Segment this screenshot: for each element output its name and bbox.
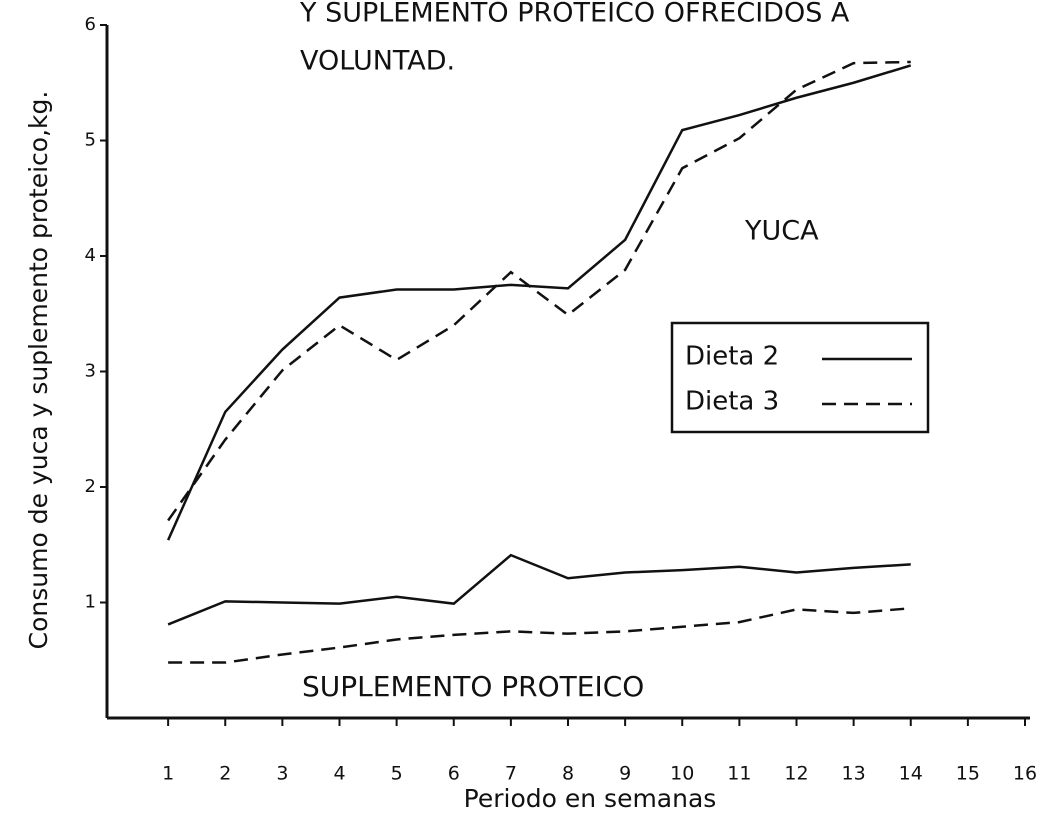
x-tick-label: 7 xyxy=(505,763,517,785)
x-tick-label: 16 xyxy=(1013,763,1037,785)
y-tick-label: 4 xyxy=(85,245,96,266)
x-tick-label: 1 xyxy=(162,763,174,785)
y-tick-label: 1 xyxy=(85,592,96,613)
series-line xyxy=(167,553,911,626)
chart-title: VOLUNTAD. xyxy=(300,46,455,77)
y-tick-label: 5 xyxy=(85,130,96,151)
annotation: SUPLEMENTO PROTEICO xyxy=(302,670,644,703)
x-tick-label: 15 xyxy=(956,763,980,785)
y-tick-label: 6 xyxy=(85,14,96,35)
y-axis-label: Consumo de yuca y suplemento proteico,kg… xyxy=(24,91,53,650)
x-tick-label: 3 xyxy=(276,763,288,785)
x-tick-label: 14 xyxy=(899,763,923,785)
series-line xyxy=(166,64,912,541)
series-line xyxy=(168,607,911,664)
x-tick-label: 2 xyxy=(219,763,231,785)
x-tick-label: 8 xyxy=(562,763,574,785)
x-axis-label: Periodo en semanas xyxy=(464,784,717,813)
x-tick-label: 5 xyxy=(391,763,403,785)
legend-label: Dieta 2 xyxy=(685,342,779,372)
legend-box xyxy=(670,321,930,434)
x-tick-label: 11 xyxy=(727,763,751,785)
x-tick-label: 13 xyxy=(842,763,866,785)
x-tick-label: 12 xyxy=(784,763,808,785)
annotation: YUCA xyxy=(744,216,819,247)
legend-label: Dieta 3 xyxy=(685,387,779,417)
x-tick-label: 9 xyxy=(619,763,631,785)
x-tick-label: 10 xyxy=(670,763,694,785)
y-tick-label: 2 xyxy=(85,476,96,497)
series-line xyxy=(167,60,911,522)
chart-title: Y SUPLEMENTO PROTEICO OFRECIDOS A xyxy=(299,0,850,29)
x-tick-label: 6 xyxy=(448,763,460,785)
x-tick-label: 4 xyxy=(333,763,345,785)
y-tick-label: 3 xyxy=(85,361,96,382)
